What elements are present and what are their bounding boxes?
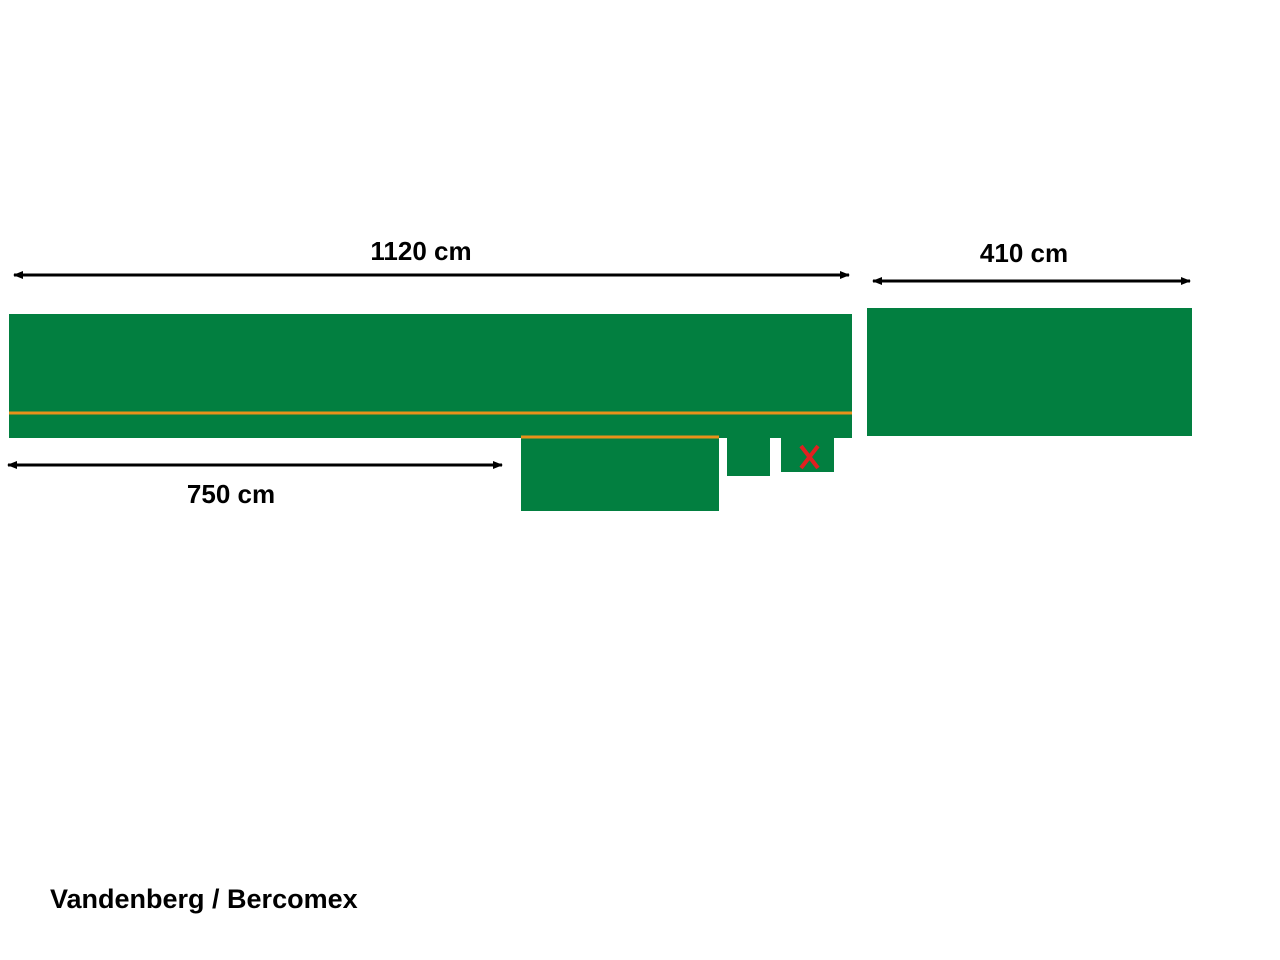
dimension-label: 750 cm bbox=[187, 479, 275, 509]
x-mark bbox=[799, 444, 820, 470]
right-block bbox=[867, 308, 1192, 436]
dimension-label: 1120 cm bbox=[370, 236, 471, 266]
lower-block bbox=[521, 436, 719, 511]
main-block bbox=[9, 314, 852, 438]
footer-text: Vandenberg / Bercomex bbox=[50, 884, 358, 914]
dimension-label: 410 cm bbox=[980, 238, 1068, 268]
small-block bbox=[727, 436, 770, 476]
